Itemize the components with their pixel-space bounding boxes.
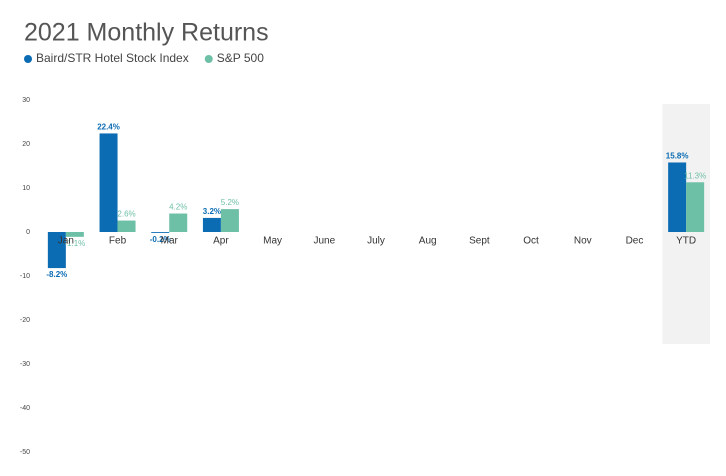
x-tick-label: Nov [574, 236, 592, 247]
y-tick-label: -30 [20, 361, 30, 368]
bar [99, 133, 118, 232]
x-tick-label: Aug [419, 236, 437, 247]
bar [169, 213, 188, 232]
x-tick-label: May [263, 236, 282, 247]
x-tick-label: Oct [523, 236, 539, 247]
bar [686, 182, 705, 232]
bar [220, 209, 239, 232]
legend-swatch [24, 55, 32, 63]
y-tick-label: -10 [20, 273, 30, 280]
bar [65, 232, 84, 237]
x-tick-label: June [313, 236, 335, 247]
x-tick-label: YTD [676, 236, 696, 247]
y-tick-label: -50 [20, 449, 30, 456]
x-tick-label: Sept [469, 236, 490, 247]
x-tick-label: Jan [58, 236, 74, 247]
value-label: 2.6% [117, 210, 135, 219]
y-tick-label: 0 [26, 229, 30, 236]
bar [117, 220, 136, 232]
bar [47, 232, 66, 269]
value-label: 22.4% [97, 123, 120, 132]
x-tick-label: July [367, 236, 385, 247]
x-tick-label: Feb [109, 236, 127, 247]
y-tick-label: 30 [22, 97, 30, 104]
y-tick-label: 10 [22, 185, 30, 192]
value-label: -8.2% [46, 270, 67, 279]
chart-title: 2021 Monthly Returns [24, 19, 269, 47]
legend-label: Baird/STR Hotel Stock Index [36, 51, 189, 65]
legend-label: S&P 500 [217, 51, 264, 65]
value-label: 11.3% [684, 171, 706, 180]
value-label: 5.2% [221, 198, 239, 207]
y-tick-label: -40 [20, 405, 30, 412]
y-tick-label: 20 [22, 141, 30, 148]
value-label: 4.2% [169, 203, 187, 212]
value-label: -1.1% [64, 239, 85, 248]
value-label: 15.8% [666, 152, 689, 161]
bar [151, 232, 170, 233]
y-tick-label: -20 [20, 317, 30, 324]
value-label: -0.2% [150, 235, 171, 244]
legend-swatch [204, 55, 213, 63]
x-tick-label: Apr [213, 236, 229, 247]
value-label: 3.2% [203, 207, 221, 216]
bar [668, 162, 687, 232]
bar [202, 217, 221, 232]
x-tick-label: Mar [161, 236, 179, 247]
x-tick-label: Dec [626, 236, 644, 247]
